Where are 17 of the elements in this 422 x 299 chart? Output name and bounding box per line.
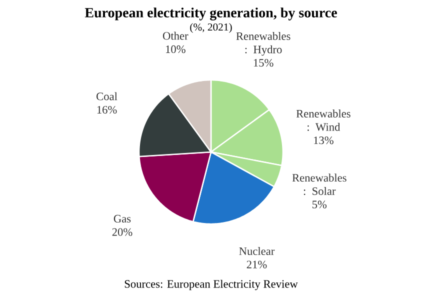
data-label: 10% xyxy=(166,45,186,54)
chart-subtitle: (%, 2021) xyxy=(190,23,232,33)
slice-label: Renewables : Solar xyxy=(292,174,346,196)
chart-title: European electricity generation, by source xyxy=(84,8,337,20)
data-label: 16% xyxy=(97,106,117,114)
slice-label: Renewables : Wind xyxy=(296,110,350,131)
slice-label: Nuclear xyxy=(239,247,275,256)
data-label: 5% xyxy=(312,200,327,208)
data-label: 21% xyxy=(246,260,267,268)
data-label: 20% xyxy=(112,228,132,236)
data-label: 15% xyxy=(254,59,274,67)
data-label: 13% xyxy=(314,136,334,144)
slice-label: Coal xyxy=(96,92,118,100)
slice-label: Gas xyxy=(114,214,131,223)
slice-label: Other xyxy=(162,32,188,40)
slice-label: Renewables : Hydro xyxy=(236,32,290,56)
source-note: Sources: European Electricity Review xyxy=(124,280,298,290)
